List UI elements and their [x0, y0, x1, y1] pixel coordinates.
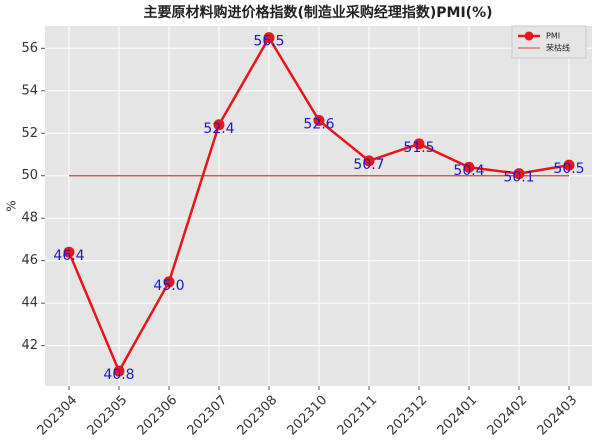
chart-title: 主要原材料购进价格指数(制造业采购经理指数)PMI(%)	[143, 4, 492, 21]
data-point	[563, 159, 575, 171]
data-label: 51.5	[403, 140, 434, 156]
y-tick-label: 42	[21, 338, 38, 353]
data-label: 46.4	[53, 248, 84, 264]
data-point	[263, 32, 275, 44]
data-label: 45.0	[153, 278, 184, 294]
data-label: 52.6	[303, 117, 334, 133]
y-tick-label: 54	[21, 83, 38, 98]
legend-label: PMI	[546, 32, 560, 41]
data-label: 56.5	[253, 34, 284, 50]
x-tick-label: 202308	[235, 393, 281, 439]
legend-label: 荣枯线	[546, 43, 570, 53]
y-tick-label: 52	[21, 126, 38, 141]
legend-box	[511, 25, 587, 59]
data-point	[163, 276, 175, 288]
legend-marker	[524, 31, 534, 41]
data-label: 50.1	[503, 170, 534, 186]
x-tick-label: 202305	[85, 393, 131, 439]
data-label: 40.8	[103, 367, 134, 383]
x-tick-label: 202307	[185, 393, 231, 439]
y-tick-label: 50	[21, 168, 38, 183]
data-point	[313, 115, 325, 127]
data-label: 52.4	[203, 121, 234, 137]
x-tick-label: 202402	[485, 393, 531, 439]
data-point	[463, 161, 475, 173]
x-tick-label: 202310	[285, 393, 331, 439]
x-tick-label: 202403	[535, 393, 581, 439]
data-point	[513, 168, 525, 180]
y-tick-label: 56	[21, 41, 38, 56]
data-point	[413, 138, 425, 150]
data-label: 50.5	[553, 161, 584, 177]
x-tick-label: 202311	[335, 393, 381, 439]
data-label: 50.7	[353, 157, 384, 173]
x-tick-label: 202306	[135, 393, 181, 439]
x-tick-label: 202401	[435, 393, 481, 439]
y-tick-label: 48	[21, 211, 38, 226]
data-label: 50.4	[453, 163, 484, 179]
y-tick-label: 44	[21, 296, 38, 311]
x-tick-label: 202304	[35, 393, 81, 439]
data-point	[113, 365, 125, 377]
data-point	[213, 119, 225, 131]
data-point	[363, 155, 375, 167]
y-tick-label: 46	[21, 253, 38, 268]
data-point	[63, 246, 75, 258]
y-axis-label: %	[5, 200, 19, 211]
x-tick-label: 202312	[385, 393, 431, 439]
